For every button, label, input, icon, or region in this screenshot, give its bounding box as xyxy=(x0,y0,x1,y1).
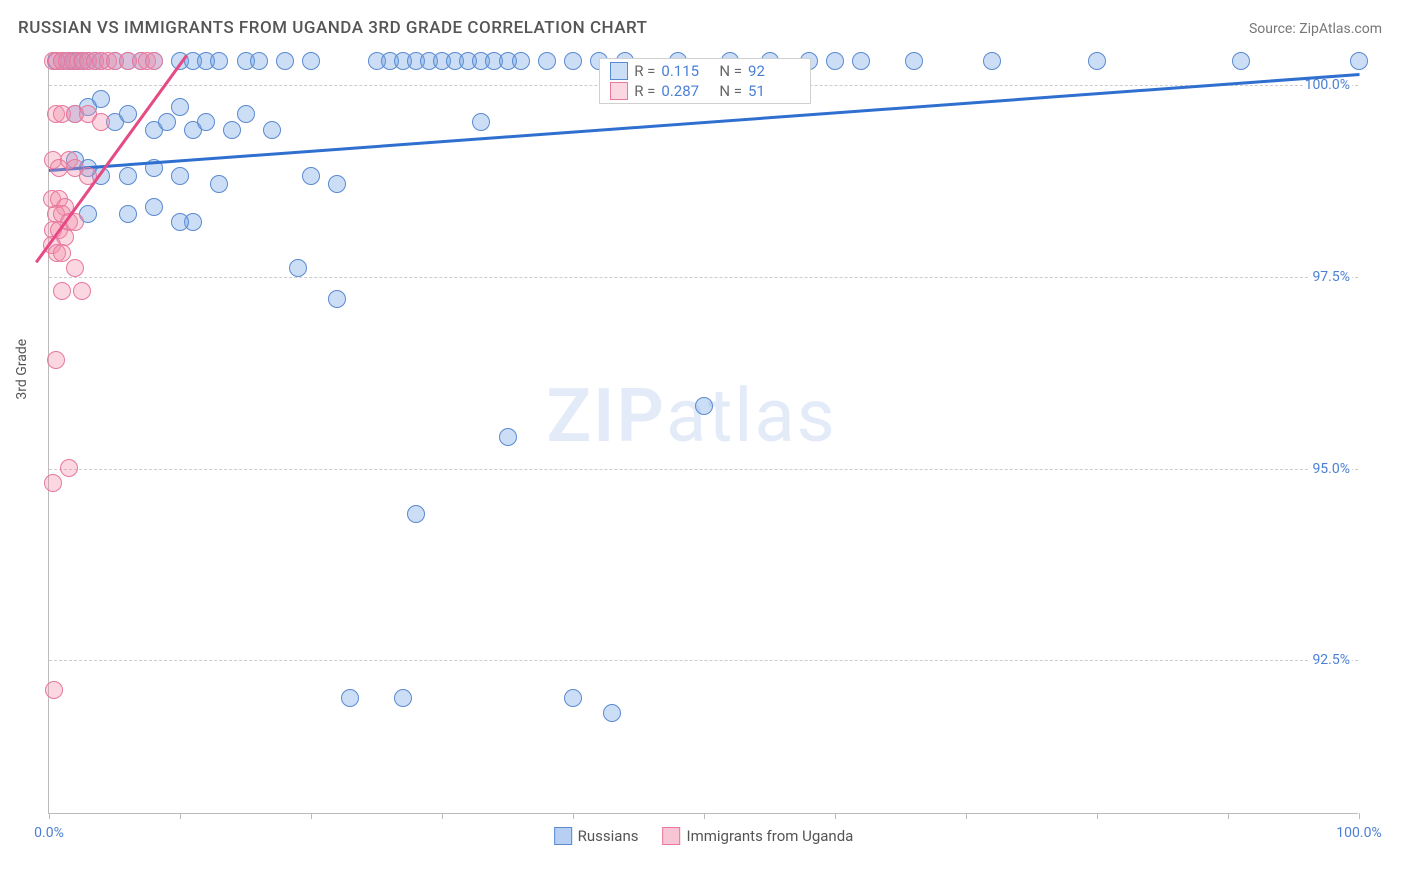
data-point xyxy=(302,52,320,70)
data-point xyxy=(302,167,320,185)
data-point xyxy=(1232,52,1250,70)
x-tick xyxy=(1228,813,1229,819)
data-point xyxy=(276,52,294,70)
x-tick xyxy=(180,813,181,819)
data-point xyxy=(564,52,582,70)
data-point xyxy=(905,52,923,70)
bottom-legend: Russians Immigrants from Uganda xyxy=(554,827,854,845)
x-tick xyxy=(1097,813,1098,819)
data-point xyxy=(92,90,110,108)
data-point xyxy=(145,198,163,216)
gridline xyxy=(49,660,1358,661)
data-point xyxy=(66,259,84,277)
source-label: Source: ZipAtlas.com xyxy=(1249,21,1382,37)
y-tick-label: 95.0% xyxy=(1310,461,1352,477)
x-tick xyxy=(311,813,312,819)
y-tick-label: 92.5% xyxy=(1310,652,1352,668)
x-tick xyxy=(442,813,443,819)
data-point xyxy=(289,259,307,277)
legend-swatch-icon xyxy=(610,82,628,100)
data-point xyxy=(158,113,176,131)
data-point xyxy=(538,52,556,70)
data-point xyxy=(603,704,621,722)
data-point xyxy=(210,175,228,193)
data-point xyxy=(695,397,713,415)
data-point xyxy=(250,52,268,70)
x-tick xyxy=(966,813,967,819)
data-point xyxy=(197,113,215,131)
data-point xyxy=(852,52,870,70)
data-point xyxy=(564,689,582,707)
stats-legend: R =0.115N =92R =0.287N =51 xyxy=(599,58,811,104)
x-tick-label: 100.0% xyxy=(1336,825,1381,841)
data-point xyxy=(983,52,1001,70)
data-point xyxy=(1088,52,1106,70)
data-point xyxy=(341,689,359,707)
data-point xyxy=(45,681,63,699)
data-point xyxy=(171,98,189,116)
data-point xyxy=(328,290,346,308)
data-point xyxy=(53,282,71,300)
legend-item: Immigrants from Uganda xyxy=(662,827,853,845)
data-point xyxy=(92,113,110,131)
data-point xyxy=(210,52,228,70)
data-point xyxy=(263,121,281,139)
x-tick xyxy=(49,813,50,819)
legend-swatch-icon xyxy=(610,62,628,80)
stats-row: R =0.115N =92 xyxy=(600,61,810,81)
data-point xyxy=(119,167,137,185)
data-point xyxy=(472,113,490,131)
x-tick xyxy=(835,813,836,819)
y-axis-title: 3rd Grade xyxy=(14,339,30,400)
data-point xyxy=(53,244,71,262)
data-point xyxy=(171,213,189,231)
x-tick xyxy=(573,813,574,819)
data-point xyxy=(237,105,255,123)
legend-label: Immigrants from Uganda xyxy=(686,827,853,845)
data-point xyxy=(512,52,530,70)
data-point xyxy=(223,121,241,139)
data-point xyxy=(826,52,844,70)
data-point xyxy=(499,428,517,446)
legend-swatch-icon xyxy=(662,827,680,845)
data-point xyxy=(407,505,425,523)
legend-swatch-icon xyxy=(554,827,572,845)
data-point xyxy=(73,282,91,300)
data-point xyxy=(47,351,65,369)
x-tick xyxy=(1359,813,1360,819)
chart-title: RUSSIAN VS IMMIGRANTS FROM UGANDA 3RD GR… xyxy=(18,18,648,38)
x-tick xyxy=(704,813,705,819)
data-point xyxy=(328,175,346,193)
data-point xyxy=(60,459,78,477)
legend-item: Russians xyxy=(554,827,639,845)
legend-label: Russians xyxy=(578,827,639,845)
data-point xyxy=(119,105,137,123)
data-point xyxy=(1350,52,1368,70)
x-tick-label: 0.0% xyxy=(34,825,64,841)
data-point xyxy=(171,167,189,185)
scatter-chart: ZIPatlas 92.5%95.0%97.5%100.0%0.0%100.0%… xyxy=(48,54,1358,814)
gridline xyxy=(49,469,1358,470)
gridline xyxy=(49,277,1358,278)
data-point xyxy=(394,689,412,707)
data-point xyxy=(119,205,137,223)
y-tick-label: 97.5% xyxy=(1310,269,1352,285)
watermark: ZIPatlas xyxy=(546,373,836,460)
data-point xyxy=(145,52,163,70)
stats-row: R =0.287N =51 xyxy=(600,81,810,101)
data-point xyxy=(44,474,62,492)
